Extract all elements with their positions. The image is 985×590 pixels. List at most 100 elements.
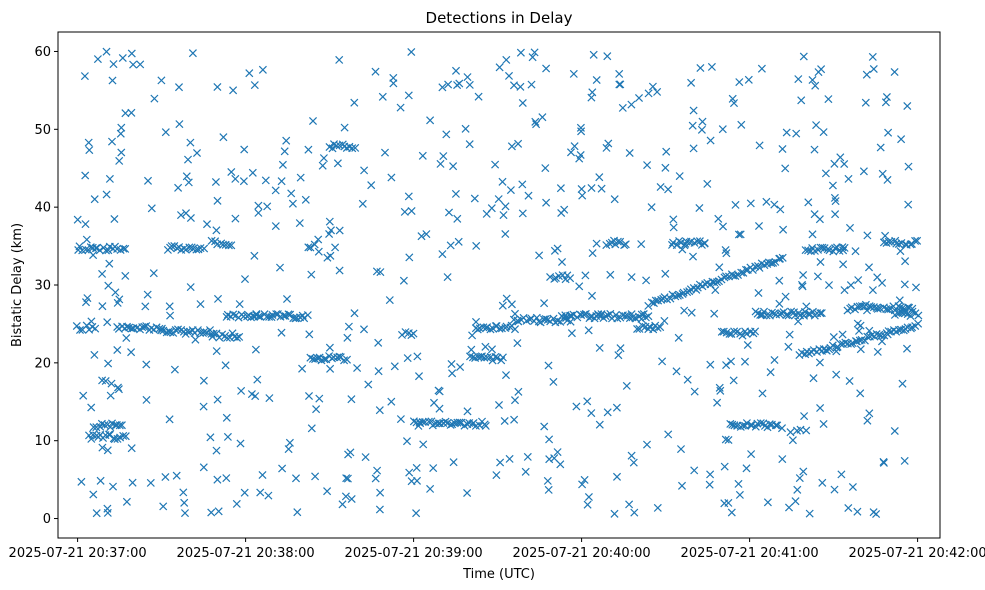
- data-point: [455, 418, 464, 427]
- data-point: [353, 363, 362, 373]
- data-point: [838, 243, 847, 252]
- data-point: [839, 260, 848, 269]
- data-point: [703, 179, 712, 188]
- data-point: [465, 140, 474, 149]
- data-point: [830, 193, 839, 202]
- data-point: [799, 52, 808, 61]
- data-point: [360, 166, 369, 175]
- data-point: [479, 323, 488, 332]
- data-point: [873, 273, 882, 282]
- data-point: [114, 385, 123, 394]
- data-point: [319, 154, 328, 163]
- data-point: [81, 220, 90, 229]
- data-point: [213, 82, 222, 92]
- data-point: [331, 243, 340, 252]
- data-point: [653, 503, 662, 512]
- data-point: [816, 403, 825, 413]
- data-point: [448, 369, 457, 378]
- data-point: [149, 269, 158, 278]
- data-point: [435, 419, 445, 428]
- data-point: [487, 204, 496, 213]
- data-point: [110, 435, 119, 444]
- data-point: [544, 485, 553, 494]
- data-point: [311, 472, 320, 481]
- data-point: [351, 143, 360, 152]
- data-point: [480, 353, 489, 362]
- data-point: [166, 328, 175, 337]
- data-point: [454, 237, 463, 246]
- data-point: [793, 485, 802, 494]
- data-point: [414, 372, 424, 381]
- data-point: [306, 353, 315, 362]
- data-point: [795, 474, 804, 483]
- data-point: [82, 235, 91, 244]
- data-point: [819, 419, 828, 429]
- data-point: [852, 337, 861, 346]
- data-point: [621, 311, 630, 321]
- data-point: [775, 299, 784, 308]
- data-point: [426, 116, 435, 125]
- data-point: [173, 325, 183, 334]
- data-point: [646, 323, 655, 332]
- data-point: [706, 360, 715, 369]
- data-point: [342, 474, 351, 483]
- data-point: [642, 276, 651, 285]
- data-point: [81, 298, 91, 307]
- data-point: [307, 424, 316, 433]
- data-point: [861, 300, 870, 309]
- data-point: [569, 310, 578, 319]
- data-point: [122, 497, 131, 506]
- data-point: [914, 311, 923, 320]
- data-point: [737, 120, 746, 129]
- data-point: [219, 133, 228, 142]
- data-point: [422, 230, 431, 239]
- data-point: [844, 503, 853, 513]
- data-point: [90, 195, 99, 204]
- data-point: [595, 420, 604, 429]
- data-point: [740, 357, 750, 366]
- y-tick-label: 10: [34, 434, 51, 449]
- data-point: [73, 215, 82, 224]
- data-point: [516, 82, 525, 91]
- data-point: [81, 245, 90, 254]
- data-point: [438, 83, 447, 92]
- data-point: [103, 446, 112, 455]
- data-point: [746, 421, 755, 430]
- x-tick-label: 2025-07-21 20:42:00: [849, 546, 985, 561]
- data-point: [375, 505, 384, 514]
- data-point: [730, 421, 739, 430]
- data-point: [687, 78, 696, 87]
- data-point: [174, 83, 184, 92]
- data-point: [788, 436, 797, 445]
- data-point: [877, 337, 887, 346]
- data-point: [856, 389, 865, 398]
- data-point: [794, 317, 803, 326]
- data-point: [332, 141, 341, 150]
- data-point: [499, 211, 508, 220]
- data-point: [622, 381, 631, 390]
- data-point: [782, 128, 791, 137]
- data-point: [901, 257, 910, 266]
- data-point: [346, 448, 355, 457]
- data-point: [118, 53, 127, 63]
- data-point: [214, 507, 223, 516]
- data-point: [658, 357, 667, 366]
- data-point: [213, 196, 222, 205]
- data-point: [775, 254, 785, 263]
- data-point: [115, 156, 124, 165]
- data-point: [390, 362, 399, 371]
- data-point: [374, 367, 383, 376]
- data-point: [93, 55, 102, 64]
- data-point: [284, 445, 293, 454]
- data-point: [507, 300, 516, 309]
- data-point: [277, 177, 286, 186]
- data-point: [779, 225, 788, 234]
- data-point: [588, 249, 597, 258]
- y-tick-label: 40: [34, 201, 51, 216]
- data-point: [347, 494, 356, 504]
- data-point: [471, 317, 481, 326]
- data-point: [494, 400, 504, 410]
- data-point: [830, 485, 839, 494]
- data-point: [798, 282, 807, 291]
- data-point: [913, 236, 922, 245]
